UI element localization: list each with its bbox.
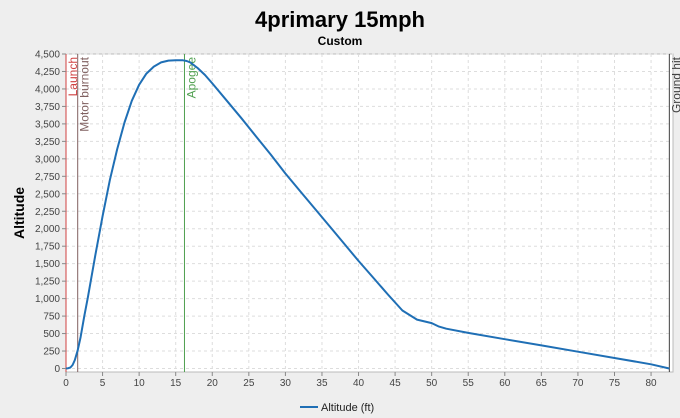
y-tick-label: 500 — [43, 329, 60, 340]
y-tick-label: 0 — [54, 364, 60, 375]
x-tick-label: 0 — [63, 378, 69, 389]
legend: Altitude (ft) — [300, 402, 374, 414]
y-tick-label: 2,750 — [35, 172, 60, 183]
y-axis-label: Altitude — [11, 187, 27, 239]
y-tick-label: 3,750 — [35, 102, 60, 113]
x-tick-label: 45 — [390, 378, 402, 389]
y-tick-label: 3,250 — [35, 137, 60, 148]
x-tick-label: 35 — [316, 378, 328, 389]
x-tick-label: 55 — [463, 378, 475, 389]
y-tick-label: 4,000 — [35, 84, 60, 95]
y-tick-label: 2,250 — [35, 207, 60, 218]
series-layer — [65, 59, 670, 370]
x-tick-label: 75 — [609, 378, 621, 389]
chart-title: 4primary 15mph — [255, 7, 425, 32]
x-tick-label: 40 — [353, 378, 365, 389]
x-axis: 0 5 10 15 20 25 30 35 40 45 50 55 60 65 70 75 80 — [63, 372, 657, 389]
y-tick-label: 1,000 — [35, 294, 60, 305]
x-tick-label: 80 — [645, 378, 657, 389]
y-tick-label: 1,250 — [35, 277, 60, 288]
event-label: Motor burnout — [78, 56, 92, 131]
y-tick-label: 2,000 — [35, 224, 60, 235]
chart-subtitle: Custom — [318, 34, 363, 48]
y-tick-label: 3,500 — [35, 119, 60, 130]
x-tick-label: 50 — [426, 378, 438, 389]
event-label: Launch — [66, 57, 80, 96]
x-tick-label: 25 — [243, 378, 255, 389]
x-tick-label: 10 — [134, 378, 146, 389]
altitude-series-line — [65, 59, 670, 370]
x-tick-label: 70 — [572, 378, 584, 389]
y-tick-label: 1,750 — [35, 242, 60, 253]
legend-label: Altitude (ft) — [321, 402, 374, 414]
x-tick-label: 5 — [100, 378, 106, 389]
x-tick-label: 30 — [280, 378, 292, 389]
y-tick-label: 4,250 — [35, 67, 60, 78]
x-tick-label: 20 — [207, 378, 219, 389]
y-tick-label: 1,500 — [35, 259, 60, 270]
y-axis: 0 250 500 750 1,000 1,250 1,500 1,750 2,000 2,250… — [35, 50, 66, 375]
y-tick-label: 250 — [43, 347, 60, 358]
y-tick-label: 4,500 — [35, 50, 60, 61]
plot-area — [65, 53, 674, 373]
x-tick-label: 65 — [536, 378, 548, 389]
y-tick-label: 750 — [43, 312, 60, 323]
x-tick-label: 60 — [499, 378, 511, 389]
x-tick-label: 15 — [170, 378, 182, 389]
y-tick-label: 2,500 — [35, 189, 60, 200]
y-tick-label: 3,000 — [35, 154, 60, 165]
event-label: Ground hit — [669, 56, 680, 113]
